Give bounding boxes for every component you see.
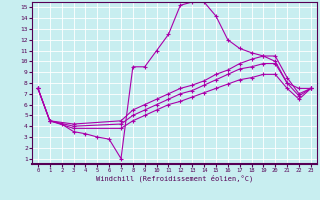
X-axis label: Windchill (Refroidissement éolien,°C): Windchill (Refroidissement éolien,°C)	[96, 175, 253, 182]
